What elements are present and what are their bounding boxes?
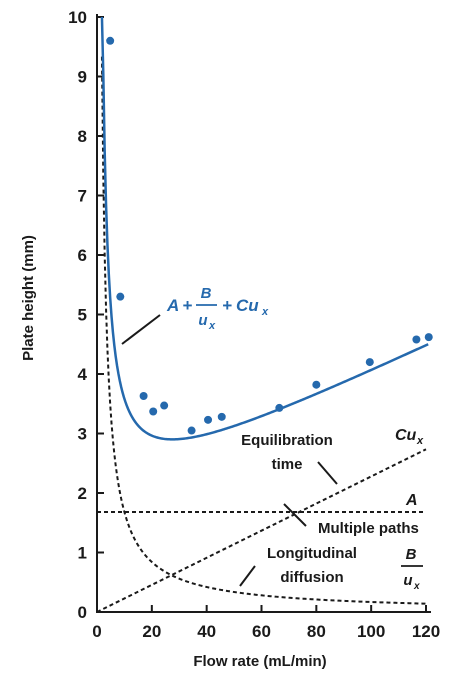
- c-term-leader-line: [317, 461, 338, 485]
- a-term-label: A: [405, 492, 418, 509]
- b-term-curve: [100, 56, 426, 605]
- data-point: [312, 380, 321, 389]
- data-point: [139, 392, 148, 401]
- x-axis-title: Flow rate (mL/min): [193, 653, 326, 670]
- a-term-leader-line: [283, 503, 307, 527]
- data-point: [149, 407, 158, 416]
- data-point: [217, 412, 226, 421]
- x-tick-label: 100: [357, 622, 385, 641]
- fit-leader-line: [121, 314, 161, 345]
- svg-text:B: B: [201, 285, 212, 302]
- y-tick-label: 8: [78, 127, 87, 146]
- b-term-annotation-line1: Longitudinal: [267, 545, 357, 562]
- leader-lines: [121, 314, 338, 587]
- x-tick-label: 40: [197, 622, 216, 641]
- b-term-label-den: u: [403, 572, 412, 589]
- y-tick-label: 7: [78, 187, 87, 206]
- b-term-label-num: B: [406, 546, 417, 563]
- y-tick-label: 5: [78, 306, 87, 325]
- y-tick-label: 10: [68, 8, 87, 27]
- y-tick-label: 2: [78, 484, 87, 503]
- y-tick-label: 1: [78, 544, 87, 563]
- data-point: [187, 426, 196, 435]
- c-term-label-sub: x: [416, 435, 424, 447]
- data-point: [160, 401, 169, 410]
- svg-text:+: +: [222, 296, 232, 315]
- c-term-annotation-line1: Equilibration: [241, 432, 333, 449]
- data-point: [106, 36, 115, 45]
- x-tick-label: 120: [412, 622, 440, 641]
- b-term-annotation-line2: diffusion: [280, 569, 343, 586]
- fit-equation: A + B u x + Cu x: [166, 285, 269, 332]
- x-tick-label: 0: [92, 622, 101, 641]
- y-axis-title: Plate height (mm): [20, 235, 37, 361]
- y-tick-label: 0: [78, 603, 87, 622]
- ticks: 0 20 40 60 80 100 120 0 1 2 3 4 5 6 7 8 9 10: [68, 8, 440, 641]
- c-term-line: [96, 448, 427, 613]
- svg-text:Cu: Cu: [236, 296, 259, 315]
- c-term-annotation-line2: time: [272, 456, 303, 473]
- y-tick-label: 4: [78, 365, 88, 384]
- c-term-label: Cu: [395, 427, 417, 444]
- data-point: [204, 415, 213, 424]
- data-point: [116, 292, 125, 301]
- data-point: [275, 403, 284, 412]
- y-tick-label: 3: [78, 425, 87, 444]
- y-tick-label: 9: [78, 68, 87, 87]
- data-point: [424, 333, 433, 342]
- x-tick-label: 20: [142, 622, 161, 641]
- fit-curve: [100, 16, 429, 441]
- svg-text:A+: A +: [166, 296, 192, 315]
- data-point: [365, 358, 374, 367]
- b-term-label-sub: x: [413, 581, 420, 592]
- x-tick-label: 60: [252, 622, 271, 641]
- data-points: [106, 36, 433, 435]
- curves: [96, 16, 429, 613]
- svg-text:x: x: [261, 306, 269, 318]
- svg-text:u: u: [198, 312, 207, 329]
- x-tick-label: 80: [307, 622, 326, 641]
- a-term-annotation: Multiple paths: [318, 520, 419, 537]
- y-tick-label: 6: [78, 246, 87, 265]
- data-point: [412, 335, 421, 344]
- b-term-leader-line: [239, 565, 256, 587]
- svg-text:x: x: [208, 320, 216, 332]
